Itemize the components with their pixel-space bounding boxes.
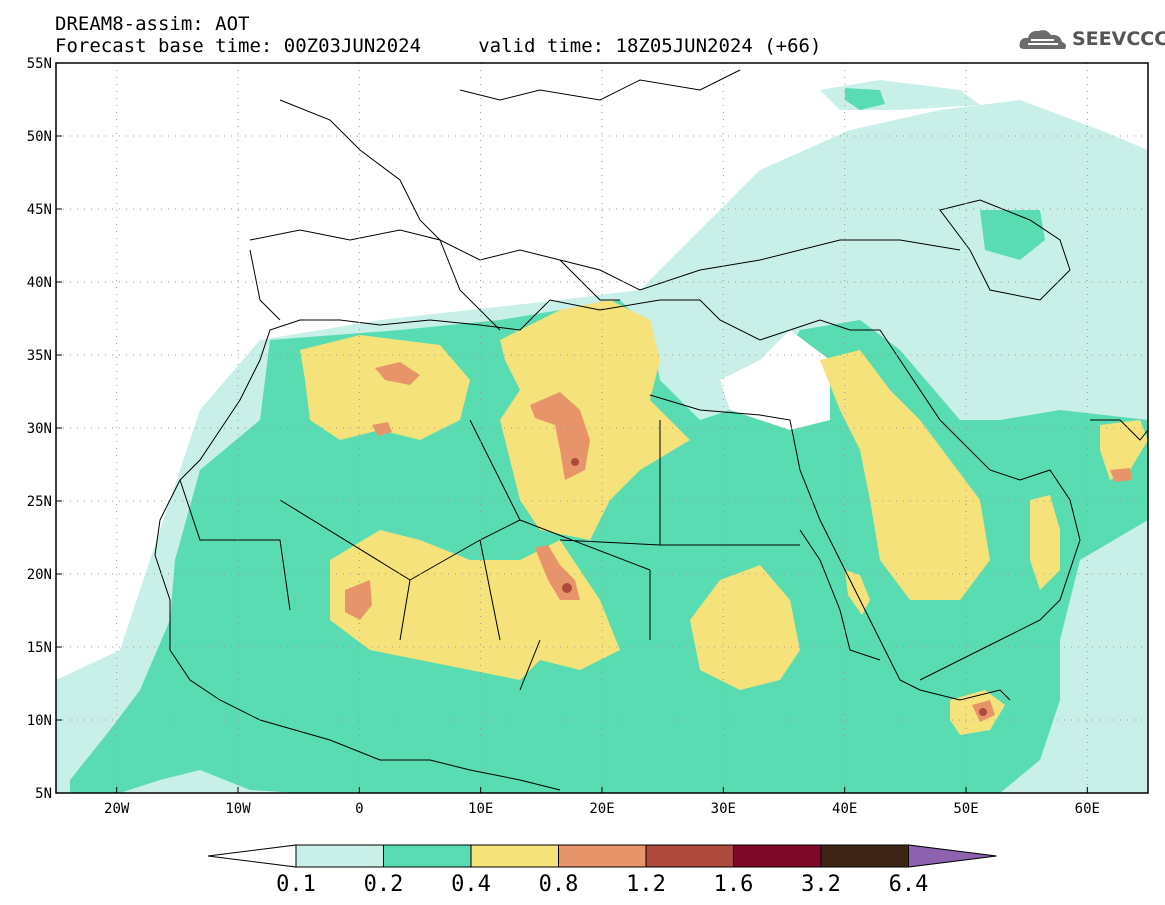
colorbar-arrow-low (207, 844, 297, 868)
lon-label: 30E (711, 801, 736, 817)
lon-label: 20E (589, 801, 614, 817)
colorbar-segment (558, 844, 647, 868)
aot-field (56, 63, 1148, 793)
lat-label: 35N (27, 348, 52, 364)
colorbar-segment (383, 844, 472, 868)
colorbar-arrow-high (908, 844, 997, 868)
lat-label: 25N (27, 494, 52, 510)
lat-label: 40N (27, 275, 52, 291)
colorbar-label: 0.1 (276, 872, 316, 897)
lat-label: 15N (27, 640, 52, 656)
lat-label: 30N (27, 421, 52, 437)
chart-subtitle: Forecast base time: 00Z03JUN2024 valid t… (55, 35, 822, 57)
chart-title: DREAM8-assim: AOT (55, 13, 250, 35)
coastlines (154, 69, 1148, 791)
lat-label: 20N (27, 567, 52, 583)
colorbar-segment (645, 844, 734, 868)
lon-label: 20W (104, 801, 130, 817)
axis-ticks: 55N 50N 45N 40N 35N 30N 25N 20N 15N 10N 5N 20W 10W 0 1… (27, 56, 1100, 817)
colorbar-label: 1.6 (714, 872, 754, 897)
colorbar-segment (295, 844, 384, 868)
lon-label: 40E (832, 801, 857, 817)
colorbar-segment (470, 844, 559, 868)
lat-label: 45N (27, 202, 52, 218)
lon-label: 10W (225, 801, 251, 817)
colorbar-segment (733, 844, 822, 868)
colorbar: 0.1 0.2 0.4 0.8 1.2 1.6 3.2 6.4 (207, 844, 997, 897)
lon-label: 0 (355, 801, 363, 817)
colorbar-label: 6.4 (889, 872, 929, 897)
logo-text: SEEVCCC (1072, 28, 1165, 50)
lon-label: 60E (1075, 801, 1100, 817)
colorbar-label: 1.2 (626, 872, 666, 897)
lon-label: 50E (953, 801, 978, 817)
lat-label: 50N (27, 129, 52, 145)
colorbar-label: 0.2 (364, 872, 404, 897)
lon-label: 10E (468, 801, 493, 817)
lat-label: 55N (27, 56, 52, 72)
cloud-icon (1019, 30, 1066, 49)
colorbar-label: 0.8 (539, 872, 579, 897)
lat-label: 10N (27, 713, 52, 729)
colorbar-label: 0.4 (451, 872, 491, 897)
colorbar-segment (820, 844, 909, 868)
grid-lines (56, 63, 1148, 793)
lat-label: 5N (35, 786, 52, 802)
colorbar-label: 3.2 (801, 872, 841, 897)
